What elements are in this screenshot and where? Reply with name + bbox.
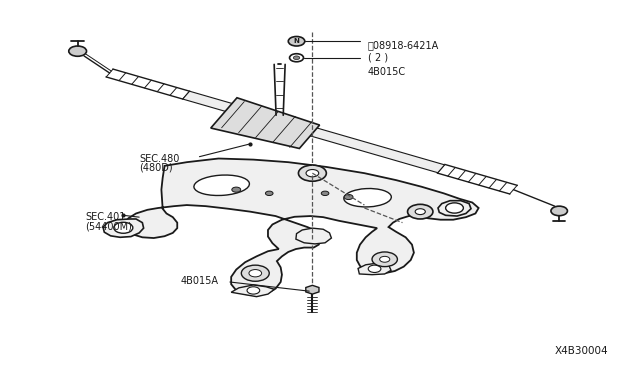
- Circle shape: [344, 195, 353, 199]
- Circle shape: [306, 170, 319, 177]
- Text: (480D): (480D): [139, 163, 173, 173]
- Ellipse shape: [344, 189, 391, 207]
- Polygon shape: [438, 201, 471, 216]
- Text: ( 2 ): ( 2 ): [367, 52, 388, 62]
- Circle shape: [266, 191, 273, 196]
- Text: N: N: [294, 38, 300, 44]
- Circle shape: [298, 165, 326, 181]
- Text: ⓝ08918-6421A: ⓝ08918-6421A: [367, 40, 439, 50]
- Polygon shape: [358, 263, 391, 275]
- Text: X4B30004: X4B30004: [555, 346, 609, 356]
- Circle shape: [68, 46, 86, 56]
- Circle shape: [445, 203, 463, 213]
- Polygon shape: [125, 158, 479, 295]
- Circle shape: [247, 287, 260, 294]
- Ellipse shape: [194, 175, 250, 196]
- Circle shape: [408, 204, 433, 219]
- Circle shape: [372, 252, 397, 267]
- Circle shape: [288, 36, 305, 46]
- Text: SEC.480: SEC.480: [139, 154, 180, 164]
- Circle shape: [551, 206, 568, 216]
- Circle shape: [249, 270, 262, 277]
- Text: 4B015A: 4B015A: [180, 276, 218, 286]
- Text: SEC.401: SEC.401: [85, 212, 125, 222]
- Circle shape: [289, 54, 303, 62]
- Circle shape: [415, 209, 426, 215]
- Polygon shape: [183, 91, 445, 173]
- Circle shape: [380, 256, 390, 262]
- Circle shape: [368, 265, 381, 272]
- Polygon shape: [211, 98, 319, 148]
- Text: (54400M): (54400M): [85, 221, 132, 231]
- Circle shape: [241, 265, 269, 281]
- Text: 4B015C: 4B015C: [367, 67, 406, 77]
- Circle shape: [293, 56, 300, 60]
- Circle shape: [232, 187, 241, 192]
- Polygon shape: [296, 228, 332, 244]
- Polygon shape: [231, 285, 275, 296]
- Polygon shape: [306, 285, 319, 294]
- Circle shape: [114, 222, 133, 233]
- Circle shape: [321, 191, 329, 196]
- Polygon shape: [103, 219, 143, 237]
